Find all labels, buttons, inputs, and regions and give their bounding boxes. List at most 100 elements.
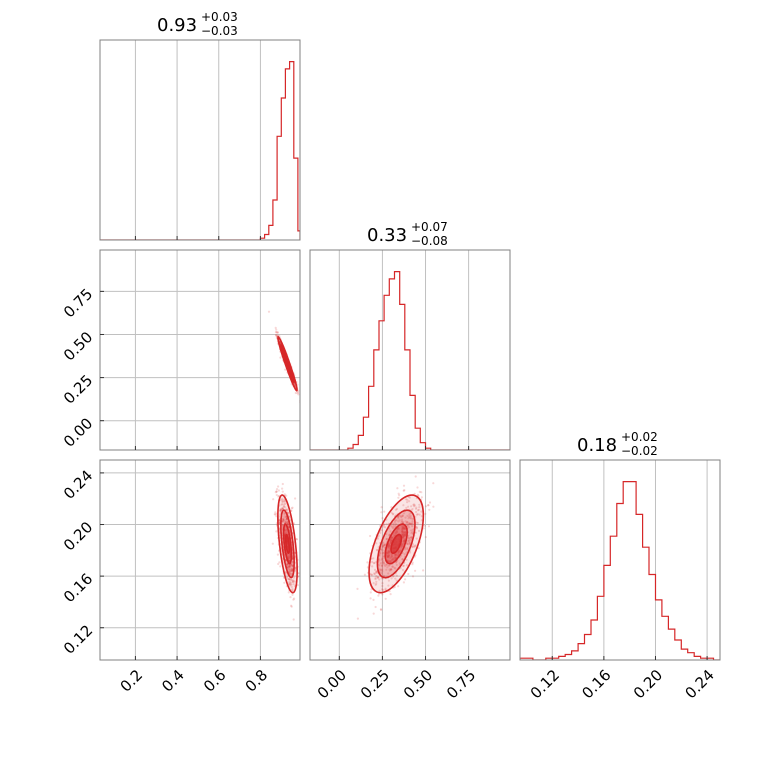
scatter-point <box>279 508 282 511</box>
scatter-point <box>390 511 393 514</box>
scatter-point <box>388 553 391 556</box>
scatter-point <box>391 558 394 561</box>
scatter-point <box>414 544 417 547</box>
scatter-point <box>372 557 375 560</box>
scatter-point <box>276 553 279 556</box>
scatter-point <box>387 554 390 557</box>
scatter-point <box>382 544 385 547</box>
scatter-point <box>398 550 401 553</box>
scatter-point <box>378 554 381 557</box>
contour-line <box>282 523 293 565</box>
scatter-point <box>402 536 405 540</box>
scatter-point <box>401 558 404 561</box>
scatter-point <box>402 540 405 543</box>
panel-title-upper: +0.07 <box>411 220 448 234</box>
scatter-point <box>408 536 411 540</box>
scatter-point <box>275 490 278 493</box>
scatter-point <box>402 531 405 534</box>
scatter-point <box>292 598 295 601</box>
scatter-point <box>380 608 383 611</box>
scatter-point <box>424 536 427 539</box>
scatter-point <box>387 543 390 547</box>
scatter-point <box>382 555 385 558</box>
scatter-point <box>380 511 383 514</box>
scatter-point <box>290 568 293 571</box>
scatter-point <box>414 475 417 478</box>
scatter-point <box>401 530 404 533</box>
scatter-point <box>371 573 374 576</box>
scatter-point <box>375 580 378 583</box>
scatter-point <box>282 519 285 522</box>
y-tick-label: 0.50 <box>60 328 96 364</box>
scatter-point <box>283 503 286 506</box>
scatter-point <box>288 565 292 568</box>
scatter-point <box>372 598 375 602</box>
scatter-point <box>408 538 411 541</box>
pair-2-1 <box>356 475 435 620</box>
scatter-point <box>376 537 379 540</box>
panel-title-upper: +0.02 <box>621 430 658 444</box>
scatter-point <box>288 565 291 568</box>
scatter-point <box>404 533 407 536</box>
scatter-point <box>274 333 278 337</box>
scatter-point <box>387 551 390 554</box>
scatter-point <box>391 537 394 540</box>
scatter-point <box>394 577 397 580</box>
scatter-point <box>284 532 287 535</box>
scatter-point <box>407 517 410 520</box>
scatter-point <box>415 513 418 516</box>
scatter-point <box>378 589 381 593</box>
scatter-point <box>282 518 285 521</box>
scatter-point <box>388 551 391 554</box>
scatter-point <box>401 531 404 534</box>
scatter-point <box>275 515 278 518</box>
scatter-point <box>387 544 390 547</box>
scatter-point <box>403 539 406 542</box>
scatter-point <box>381 557 384 561</box>
scatter-point <box>288 553 292 556</box>
scatter-point <box>402 528 405 531</box>
scatter-point <box>297 572 300 575</box>
scatter-point <box>388 550 391 553</box>
scatter-point <box>394 561 398 564</box>
scatter-point <box>374 578 377 581</box>
scatter-point <box>401 525 404 528</box>
scatter-point <box>415 527 418 530</box>
scatter-point <box>385 552 388 555</box>
scatter-point <box>366 561 369 564</box>
y-tick-label: 0.16 <box>60 570 96 606</box>
scatter-point <box>297 391 300 394</box>
scatter-point <box>282 517 285 520</box>
scatter-point <box>410 522 413 525</box>
scatter-point <box>379 531 382 535</box>
scatter-point <box>397 520 400 523</box>
scatter-point <box>386 551 389 555</box>
contour-fill <box>390 534 402 554</box>
scatter-point <box>395 519 398 522</box>
scatter-point <box>394 567 397 570</box>
scatter-point <box>356 587 359 591</box>
scatter-point <box>273 513 276 516</box>
histogram-0 <box>100 61 300 240</box>
scatter-point <box>284 532 288 535</box>
scatter-point <box>291 568 294 571</box>
scatter-point <box>401 525 404 529</box>
scatter-point <box>281 490 284 493</box>
scatter-point <box>290 563 293 566</box>
scatter-point <box>296 584 299 587</box>
scatter-point <box>281 503 284 506</box>
scatter-point <box>288 580 291 584</box>
scatter-point <box>401 558 404 561</box>
scatter-point <box>380 572 383 575</box>
scatter-point <box>411 507 414 511</box>
scatter-point <box>406 514 409 518</box>
scatter-point <box>408 513 411 516</box>
scatter-point <box>404 520 407 523</box>
scatter-point <box>281 507 284 510</box>
y-tick-label: 0.75 <box>60 285 96 321</box>
scatter-point <box>398 562 401 565</box>
scatter-point <box>274 513 277 516</box>
scatter-point <box>382 562 385 565</box>
scatter-point <box>381 561 384 564</box>
scatter-point <box>411 522 414 525</box>
